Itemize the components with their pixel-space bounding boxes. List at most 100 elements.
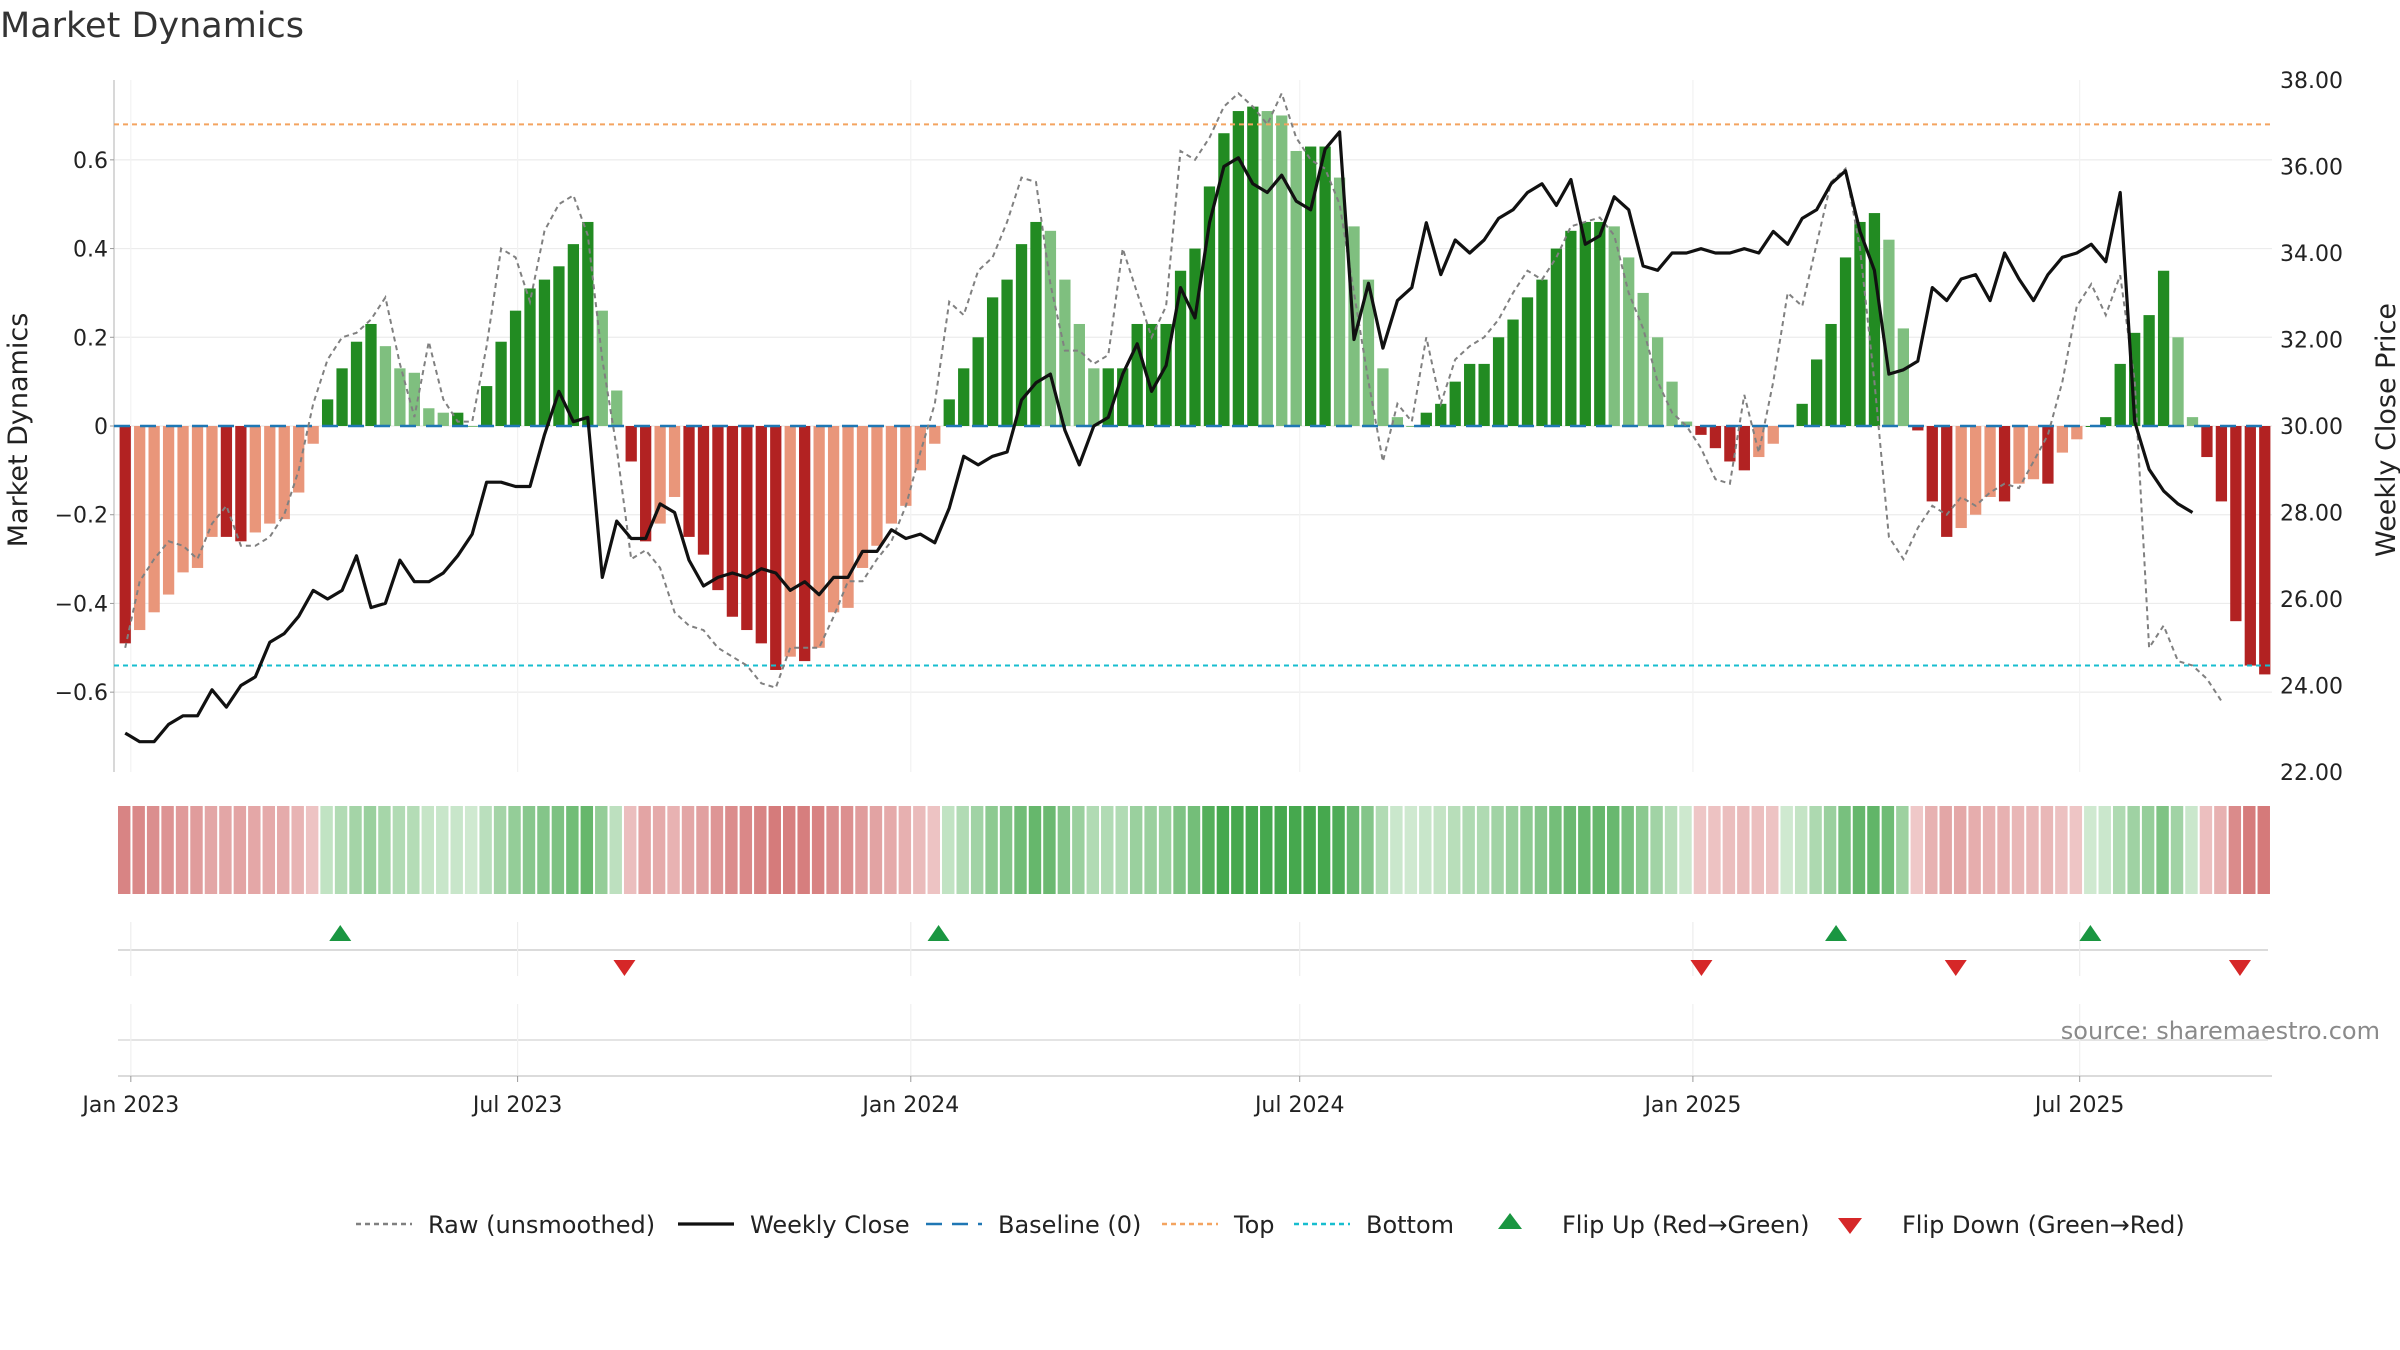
market-dynamics-bar — [582, 221, 594, 426]
market-dynamics-bar — [1912, 426, 1924, 431]
market-dynamics-bar — [1073, 323, 1085, 426]
heat-strip-cell — [1303, 806, 1316, 894]
heat-strip-cell — [1867, 806, 1880, 894]
market-dynamics-bar — [134, 426, 146, 631]
heat-strip-cell — [1245, 806, 1259, 894]
heat-strip-cell — [1014, 806, 1027, 894]
market-dynamics-bar — [423, 408, 435, 426]
heat-strip-cell — [1650, 806, 1663, 894]
market-dynamics-bar — [1333, 177, 1346, 426]
heat-strip-cell — [1592, 806, 1605, 894]
market-dynamics-bar — [842, 426, 854, 608]
heat-strip-cell — [1129, 806, 1143, 894]
heat-strip-cell — [1505, 806, 1519, 894]
market-dynamics-bar — [1709, 426, 1722, 449]
market-dynamics-bar — [2215, 426, 2228, 502]
heat-strip-cell — [1346, 806, 1360, 894]
heat-strip-cell — [913, 806, 926, 894]
heat-strip-cell — [681, 806, 695, 894]
market-dynamics-bar — [1247, 106, 1259, 426]
market-dynamics-bar — [625, 426, 637, 462]
heat-strip-cell — [334, 806, 348, 894]
x-tick-label: Jan 2023 — [80, 1093, 179, 1118]
heat-strip-cell — [1086, 806, 1100, 894]
market-dynamics-bar — [1565, 230, 1577, 426]
heat-strip-cell — [1361, 806, 1374, 894]
heat-strip-cell — [2127, 806, 2140, 894]
heat-strip-cell — [2026, 806, 2039, 894]
heat-strip-cell — [1968, 806, 1981, 894]
market-dynamics-bar — [1753, 426, 1765, 458]
market-dynamics-bar — [914, 426, 926, 471]
heat-strip-cell — [1939, 806, 1952, 894]
market-dynamics-bar — [611, 390, 623, 426]
heat-strip-cell — [985, 806, 998, 894]
heat-strip-cell — [1896, 806, 1909, 894]
heat-strip-cell — [2040, 806, 2054, 894]
heat-strip-cell — [537, 806, 550, 894]
market-dynamics-bar — [799, 426, 811, 662]
heat-strip-cell — [652, 806, 666, 894]
right-tick-label: 32.00 — [2280, 329, 2343, 354]
market-dynamics-bar — [480, 386, 493, 426]
market-dynamics-bar — [683, 426, 695, 537]
source-label: source: sharemaestro.com — [2061, 1017, 2380, 1045]
market-dynamics-bar — [1680, 421, 1693, 426]
heat-strip-cell — [1693, 806, 1707, 894]
market-dynamics-bar — [1088, 368, 1100, 426]
market-dynamics-bar — [2013, 426, 2025, 484]
market-dynamics-bar — [1102, 368, 1114, 426]
heat-strip-cell — [1520, 806, 1533, 894]
market-dynamics-bar — [1464, 363, 1476, 426]
flip-down-marker — [1690, 960, 1713, 976]
heat-strip-cell — [1202, 806, 1215, 894]
heat-strip-cell — [566, 806, 579, 894]
market-dynamics-bar — [1651, 337, 1664, 426]
market-dynamics-bar — [871, 426, 883, 546]
market-dynamics-bar — [1594, 221, 1606, 426]
heat-strip-cell — [1332, 806, 1345, 894]
market-dynamics-bar — [640, 426, 652, 542]
heat-strip-cell — [1144, 806, 1157, 894]
heat-strip-cell — [2084, 806, 2097, 894]
market-dynamics-bar — [437, 412, 449, 426]
market-dynamics-bar — [1839, 257, 1852, 426]
market-dynamics-bar — [1984, 426, 1996, 497]
market-dynamics-bar — [885, 426, 898, 524]
heat-strip-cell — [2055, 806, 2068, 894]
x-tick-label: Jul 2025 — [2033, 1093, 2125, 1118]
heat-strip-cell — [1809, 806, 1822, 894]
market-dynamics-bar — [741, 426, 753, 631]
market-dynamics-bar — [929, 426, 941, 444]
heat-strip-cell — [884, 806, 897, 894]
market-dynamics-bar — [466, 426, 478, 427]
market-dynamics-bar — [1738, 426, 1750, 471]
market-dynamics-bar — [1261, 111, 1273, 427]
heat-strip-cell — [1447, 806, 1461, 894]
flip-up-marker — [927, 925, 950, 941]
market-dynamics-bar — [1319, 146, 1331, 427]
market-dynamics-bar — [755, 426, 767, 644]
heat-strip-cell — [1780, 806, 1793, 894]
flip-up-marker — [2079, 925, 2102, 941]
flip-down-marker — [613, 960, 636, 976]
heat-strip-cell — [1549, 806, 1562, 894]
market-dynamics-bar — [350, 341, 363, 426]
market-dynamics-bar — [784, 426, 796, 657]
legend-label: Baseline (0) — [998, 1211, 1141, 1239]
heat-strip-cell — [942, 806, 955, 894]
market-dynamics-bar — [1160, 323, 1172, 426]
market-dynamics-bar — [1970, 426, 1982, 515]
heat-strip-cell — [146, 806, 160, 894]
heat-strip-cell — [754, 806, 767, 894]
heat-strip-cell — [1375, 806, 1389, 894]
market-dynamics-bar — [321, 399, 334, 426]
market-dynamics-bar — [900, 426, 912, 506]
legend-label: Raw (unsmoothed) — [428, 1211, 655, 1239]
heat-strip-cell — [407, 806, 420, 894]
heat-strip-cell — [1852, 806, 1866, 894]
heat-strip-cell — [363, 806, 377, 894]
market-dynamics-bar — [1117, 368, 1129, 426]
heat-strip-cell — [797, 806, 810, 894]
